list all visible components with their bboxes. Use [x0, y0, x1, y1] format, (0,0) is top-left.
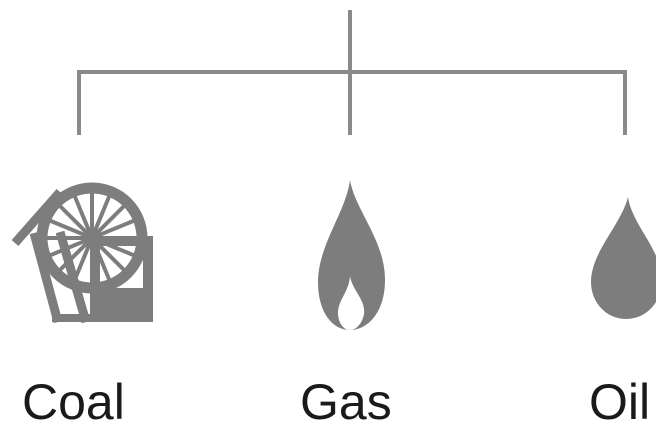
oil-drop-icon [591, 197, 656, 319]
connector-tree [77, 10, 627, 135]
gas-label: Gas [300, 374, 392, 430]
oil-label: Oil [589, 374, 651, 430]
coal-label: Coal [22, 374, 125, 430]
gas-flame-icon [318, 180, 385, 330]
mine-wheel-icon [11, 182, 153, 324]
